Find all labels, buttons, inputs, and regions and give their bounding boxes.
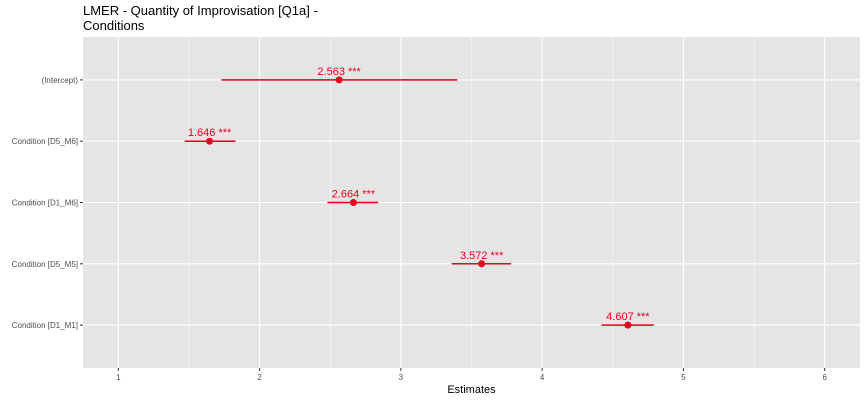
estimate-point <box>624 321 632 329</box>
estimate-label: 2.664 *** <box>332 189 376 201</box>
estimate-label: 2.563 *** <box>317 66 361 78</box>
estimate-point <box>478 260 486 268</box>
y-tick-label: Condition [D1_M6] <box>12 199 78 208</box>
y-tick-label: Condition [D5_M6] <box>12 137 78 146</box>
y-tick-label: (Intercept) <box>42 76 79 85</box>
y-tick-label: Condition [D5_M5] <box>12 260 78 269</box>
estimate-label: 3.572 *** <box>460 250 504 262</box>
estimate-point <box>206 137 214 145</box>
x-tick-label: 6 <box>822 373 827 382</box>
x-axis-title: Estimates <box>447 384 496 396</box>
x-axis: 1 2 3 4 5 6 <box>116 368 827 382</box>
x-tick-label: 2 <box>257 373 262 382</box>
estimate-point <box>335 76 343 84</box>
x-tick-label: 1 <box>116 373 121 382</box>
x-tick-label: 3 <box>399 373 404 382</box>
estimate-marks: 2.563 *** 1.646 *** 2.664 *** 3.572 *** 4.60… <box>184 66 654 329</box>
x-tick-label: 5 <box>681 373 686 382</box>
estimate-point <box>349 199 357 206</box>
y-axis: (Intercept) Condition [D5_M6] Condition [D… <box>12 76 83 330</box>
estimate-label: 4.607 *** <box>606 311 650 323</box>
y-tick-label: Condition [D1_M1] <box>12 321 78 330</box>
x-tick-label: 4 <box>540 373 545 382</box>
estimate-label: 1.646 *** <box>188 127 232 139</box>
chart-title: LMER - Quantity of Improvisation [Q1a] -… <box>83 3 318 33</box>
